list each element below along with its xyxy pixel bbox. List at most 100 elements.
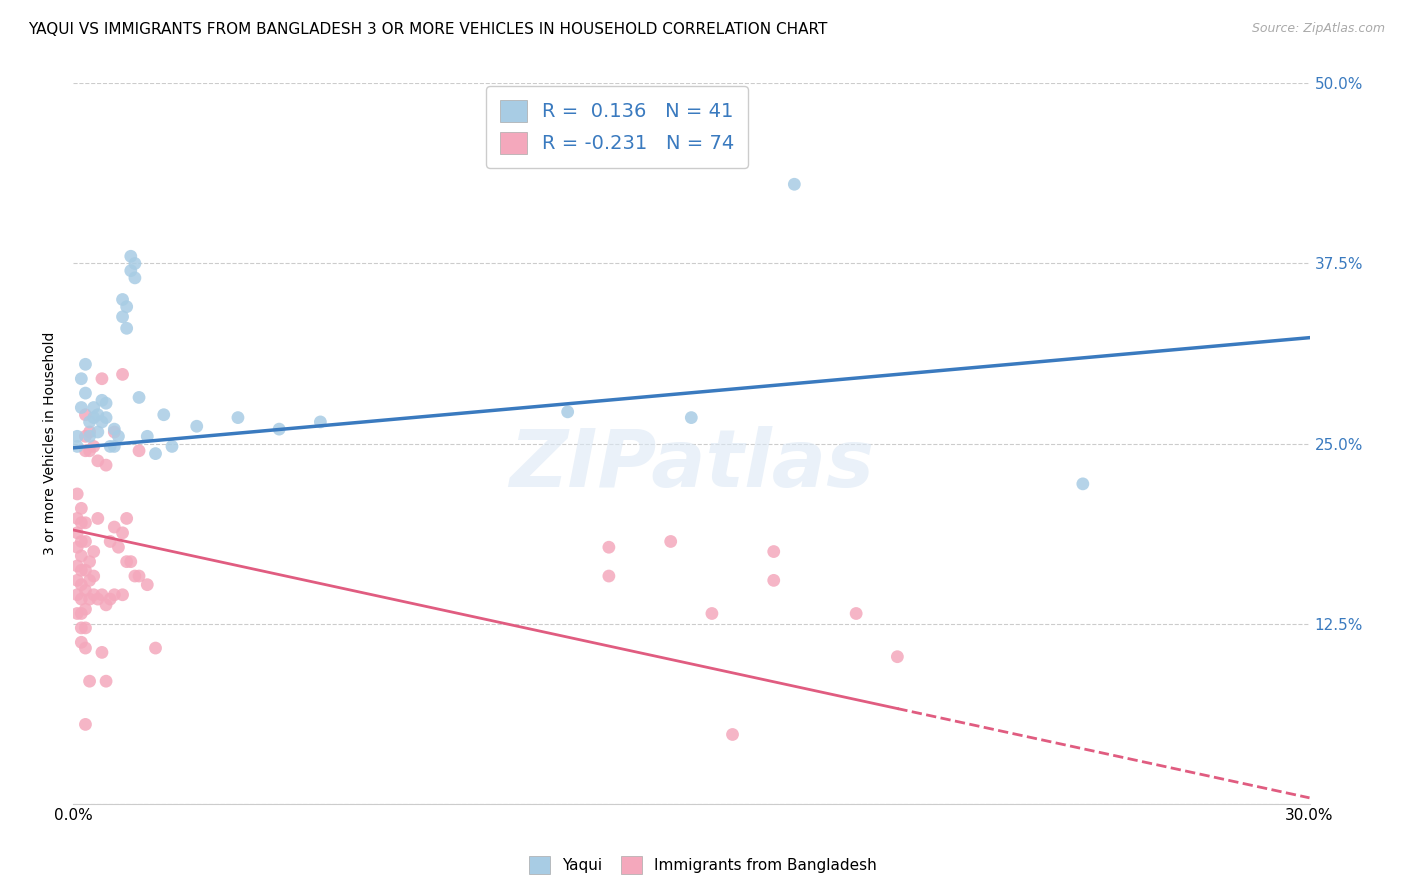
- Point: [70, 501, 93, 516]
- Point: [103, 588, 125, 602]
- Point: [66, 558, 89, 573]
- Point: [66, 511, 89, 525]
- Point: [111, 310, 134, 324]
- Point: [124, 271, 146, 285]
- Point: [226, 410, 249, 425]
- Point: [145, 641, 167, 656]
- Point: [87, 425, 110, 439]
- Point: [75, 563, 97, 577]
- Point: [66, 525, 89, 540]
- Point: [94, 674, 117, 689]
- Point: [75, 408, 97, 422]
- Point: [83, 439, 105, 453]
- Point: [70, 563, 93, 577]
- Point: [103, 422, 125, 436]
- Point: [598, 540, 620, 554]
- Point: [124, 256, 146, 270]
- Point: [79, 555, 101, 569]
- Point: [120, 249, 142, 263]
- Point: [762, 574, 785, 588]
- Point: [70, 621, 93, 635]
- Point: [681, 410, 703, 425]
- Point: [94, 598, 117, 612]
- Point: [70, 516, 93, 530]
- Point: [87, 592, 110, 607]
- Point: [136, 577, 159, 591]
- Point: [128, 391, 150, 405]
- Point: [111, 525, 134, 540]
- Point: [91, 645, 114, 659]
- Point: [598, 569, 620, 583]
- Point: [309, 415, 332, 429]
- Point: [721, 727, 744, 741]
- Point: [103, 520, 125, 534]
- Point: [75, 443, 97, 458]
- Point: [98, 592, 121, 607]
- Point: [75, 516, 97, 530]
- Point: [94, 458, 117, 472]
- Point: [186, 419, 208, 434]
- Point: [103, 425, 125, 439]
- Point: [111, 588, 134, 602]
- Point: [75, 717, 97, 731]
- Point: [83, 544, 105, 558]
- Point: [75, 621, 97, 635]
- Legend: R =  0.136   N = 41, R = -0.231   N = 74: R = 0.136 N = 41, R = -0.231 N = 74: [486, 86, 748, 168]
- Point: [75, 386, 97, 401]
- Point: [87, 454, 110, 468]
- Point: [120, 555, 142, 569]
- Point: [70, 534, 93, 549]
- Point: [120, 263, 142, 277]
- Point: [136, 429, 159, 443]
- Point: [75, 357, 97, 371]
- Point: [70, 372, 93, 386]
- Point: [83, 410, 105, 425]
- Point: [91, 372, 114, 386]
- Point: [70, 577, 93, 591]
- Point: [111, 293, 134, 307]
- Point: [115, 511, 138, 525]
- Point: [152, 408, 174, 422]
- Point: [79, 415, 101, 429]
- Point: [700, 607, 723, 621]
- Point: [107, 429, 129, 443]
- Point: [886, 649, 908, 664]
- Point: [70, 607, 93, 621]
- Point: [75, 429, 97, 443]
- Point: [66, 574, 89, 588]
- Point: [66, 439, 89, 453]
- Point: [66, 487, 89, 501]
- Point: [557, 405, 579, 419]
- Point: [845, 607, 868, 621]
- Point: [70, 592, 93, 607]
- Text: ZIPatlas: ZIPatlas: [509, 426, 873, 504]
- Point: [107, 540, 129, 554]
- Point: [83, 569, 105, 583]
- Point: [70, 549, 93, 563]
- Point: [66, 540, 89, 554]
- Point: [94, 396, 117, 410]
- Point: [70, 401, 93, 415]
- Point: [70, 635, 93, 649]
- Point: [79, 443, 101, 458]
- Point: [87, 511, 110, 525]
- Point: [94, 410, 117, 425]
- Point: [160, 439, 183, 453]
- Point: [75, 583, 97, 598]
- Point: [91, 588, 114, 602]
- Point: [83, 588, 105, 602]
- Point: [98, 534, 121, 549]
- Point: [91, 393, 114, 408]
- Point: [87, 408, 110, 422]
- Point: [79, 574, 101, 588]
- Point: [128, 569, 150, 583]
- Point: [115, 555, 138, 569]
- Point: [115, 321, 138, 335]
- Point: [1071, 476, 1094, 491]
- Legend: Yaqui, Immigrants from Bangladesh: Yaqui, Immigrants from Bangladesh: [523, 850, 883, 880]
- Point: [79, 429, 101, 443]
- Point: [75, 602, 97, 616]
- Point: [66, 429, 89, 443]
- Point: [115, 300, 138, 314]
- Point: [83, 401, 105, 415]
